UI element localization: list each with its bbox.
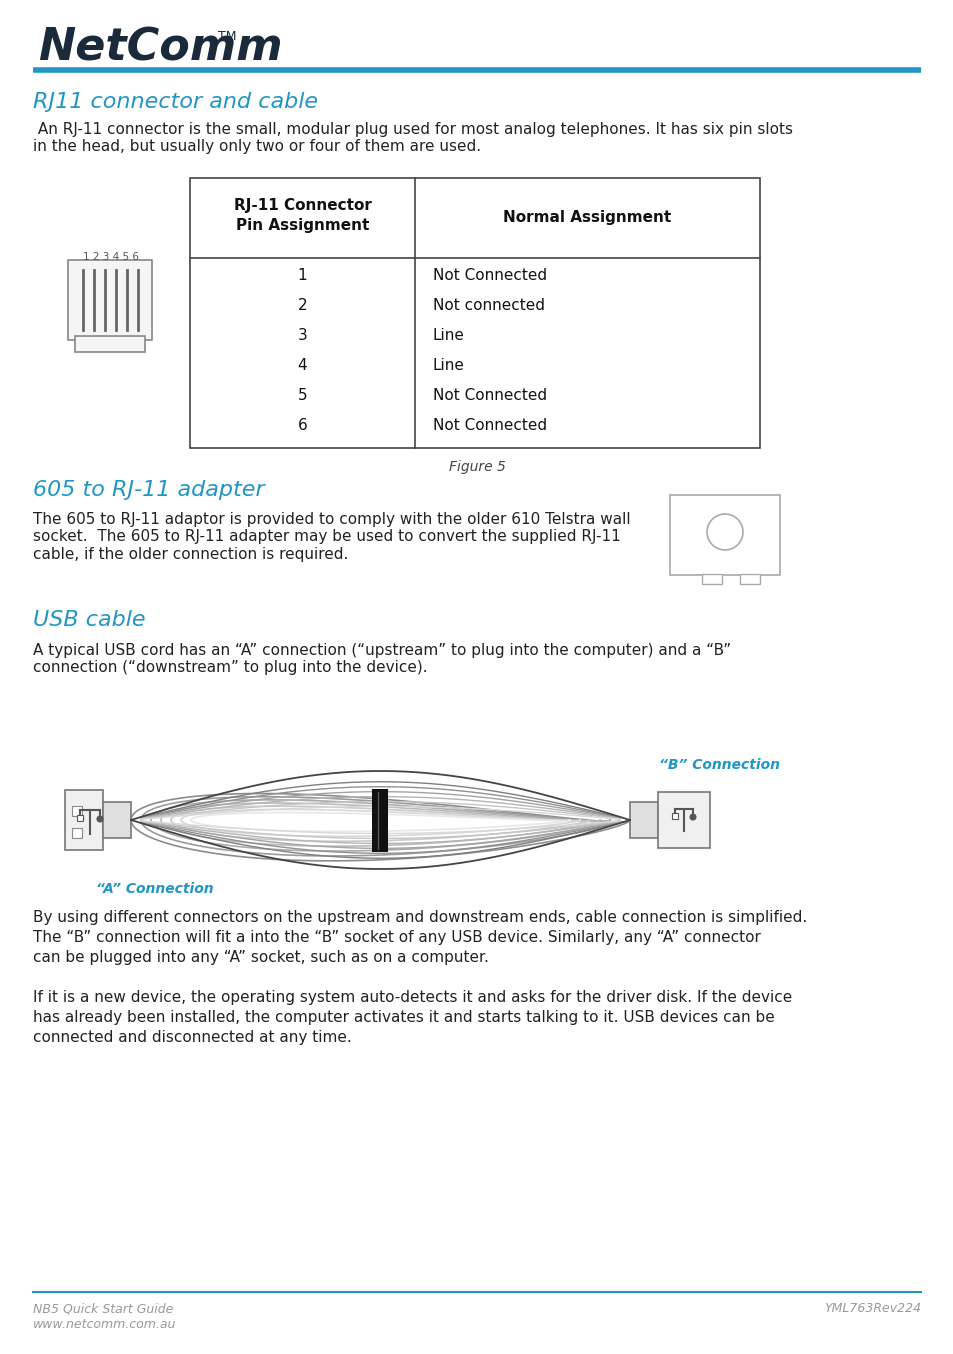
Bar (658, 792, 709, 848)
Bar (77, 815, 83, 821)
Text: RJ-11 Connector: RJ-11 Connector (233, 198, 371, 213)
Text: www.netcomm.com.au: www.netcomm.com.au (33, 1317, 176, 1331)
Text: Not Connected: Not Connected (433, 268, 547, 283)
Bar (701, 574, 721, 584)
Bar (84, 338, 100, 349)
Text: Line: Line (433, 357, 464, 372)
Text: By using different connectors on the upstream and downstream ends, cable connect: By using different connectors on the ups… (33, 910, 806, 964)
Text: 605 to RJ-11 adapter: 605 to RJ-11 adapter (33, 481, 264, 500)
Bar (103, 802, 131, 838)
Bar (65, 789, 103, 850)
Text: YML763Rev224: YML763Rev224 (823, 1303, 920, 1315)
Text: RJ11 connector and cable: RJ11 connector and cable (33, 92, 317, 112)
Bar (75, 336, 145, 352)
Text: 6: 6 (297, 418, 307, 433)
Text: 4: 4 (297, 357, 307, 372)
Text: If it is a new device, the operating system auto-detects it and asks for the dri: If it is a new device, the operating sys… (33, 990, 791, 1044)
Ellipse shape (131, 770, 629, 871)
Circle shape (97, 816, 103, 822)
Text: 3: 3 (297, 328, 307, 343)
Text: Not connected: Not connected (433, 298, 544, 313)
Text: Figure 5: Figure 5 (448, 460, 505, 474)
Circle shape (706, 515, 742, 550)
Bar (190, 177, 760, 448)
Bar (669, 496, 780, 575)
Circle shape (689, 814, 696, 821)
Bar (68, 260, 152, 340)
Text: Not Connected: Not Connected (433, 418, 547, 433)
Text: Not Connected: Not Connected (433, 389, 547, 403)
Text: The 605 to RJ-11 adaptor is provided to comply with the older 610 Telstra wall
s: The 605 to RJ-11 adaptor is provided to … (33, 512, 630, 562)
Bar (120, 338, 136, 349)
Text: USB cable: USB cable (33, 611, 146, 630)
Text: 1: 1 (297, 268, 307, 283)
Bar (740, 574, 760, 584)
Text: 5: 5 (297, 389, 307, 403)
Bar (71, 806, 82, 816)
Bar (71, 829, 82, 838)
Text: “A” Connection: “A” Connection (96, 881, 213, 896)
Text: Normal Assignment: Normal Assignment (503, 210, 671, 225)
Text: 1 2 3 4 5 6: 1 2 3 4 5 6 (83, 252, 139, 263)
Text: Line: Line (433, 328, 464, 343)
Text: 2: 2 (297, 298, 307, 313)
Text: TM: TM (218, 30, 236, 43)
Text: NetComm: NetComm (38, 27, 282, 69)
Text: An RJ-11 connector is the small, modular plug used for most analog telephones. I: An RJ-11 connector is the small, modular… (33, 122, 792, 154)
Text: Pin Assignment: Pin Assignment (235, 218, 369, 233)
Bar (102, 338, 118, 349)
Bar (372, 788, 388, 852)
Text: A typical USB cord has an “A” connection (“upstream” to plug into the computer) : A typical USB cord has an “A” connection… (33, 643, 730, 676)
Bar (671, 812, 678, 819)
Text: NB5 Quick Start Guide: NB5 Quick Start Guide (33, 1303, 173, 1315)
Bar (629, 802, 658, 838)
Text: “B” Connection: “B” Connection (659, 758, 780, 772)
